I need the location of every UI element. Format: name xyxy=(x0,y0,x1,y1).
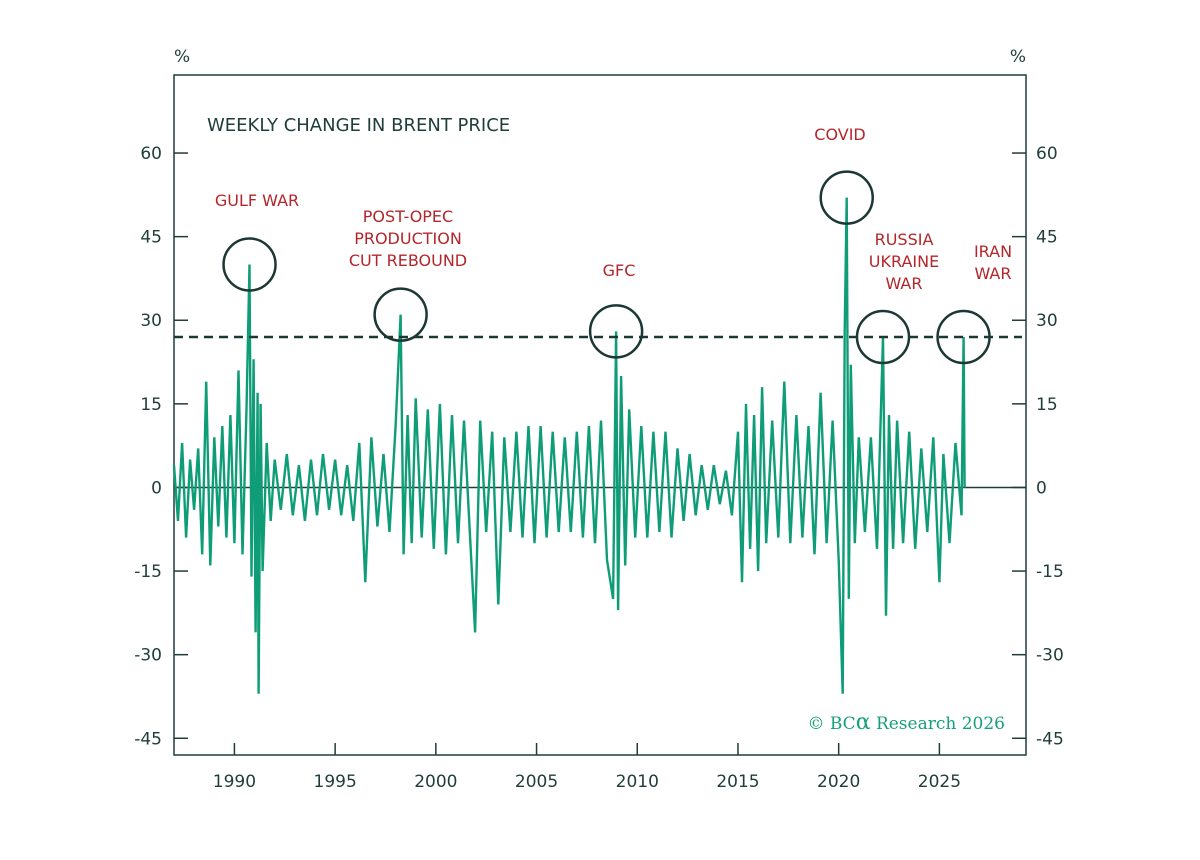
annotation-label-1-2: CUT REBOUND xyxy=(349,251,467,270)
series-group xyxy=(172,197,966,694)
y-tick-label-right--15: -15 xyxy=(1036,562,1064,582)
x-tick-label-2020: 2020 xyxy=(817,772,860,792)
highlight-circle-5 xyxy=(936,309,991,365)
y-tick-label-left-0: 0 xyxy=(151,478,162,498)
y-tick-label-left-45: 45 xyxy=(140,228,162,248)
y-tick-label-right-0: 0 xyxy=(1036,478,1047,498)
annotation-label-2-0: GFC xyxy=(603,261,636,280)
annotation-label-5-1: WAR xyxy=(974,264,1011,283)
y-tick-label-left-60: 60 xyxy=(140,144,162,164)
y-unit-label-right: % xyxy=(1010,47,1026,67)
y-unit-label-left: % xyxy=(174,47,190,67)
annotation-label-3-0: COVID xyxy=(814,125,865,144)
credit-suffix: Research 2026 xyxy=(871,714,1005,734)
series-line-0 xyxy=(172,197,966,694)
x-tick-label-2015: 2015 xyxy=(716,772,759,792)
annotation-label-4-2: WAR xyxy=(885,274,922,293)
x-tick-label-2025: 2025 xyxy=(918,772,961,792)
highlight-circle-0 xyxy=(222,237,277,292)
annotation-label-5-0: IRAN xyxy=(974,242,1012,261)
y-tick-label-left-30: 30 xyxy=(140,311,162,331)
x-tick-label-1995: 1995 xyxy=(314,772,357,792)
y-tick-label-right-45: 45 xyxy=(1036,228,1058,248)
highlight-circle-2 xyxy=(588,304,644,359)
x-tick-label-2010: 2010 xyxy=(616,772,659,792)
highlight-circle-3 xyxy=(819,170,874,225)
annotation-label-1-1: PRODUCTION xyxy=(354,229,462,248)
y-tick-label-left--30: -30 xyxy=(134,646,162,666)
x-tick-label-2005: 2005 xyxy=(515,772,558,792)
credit-alpha: α xyxy=(856,710,871,735)
y-tick-label-right-30: 30 xyxy=(1036,311,1058,331)
x-tick-label-1990: 1990 xyxy=(213,772,256,792)
annotation-label-0-0: GULF WAR xyxy=(215,191,299,210)
credit-label: © BCα Research 2026 xyxy=(807,710,1005,735)
x-tick-label-2000: 2000 xyxy=(414,772,457,792)
plot-frame xyxy=(173,74,1027,756)
y-tick-label-left--15: -15 xyxy=(134,562,162,582)
y-tick-label-left-15: 15 xyxy=(140,395,162,415)
annotation-group: GULF WAR POST-OPEC PRODUCTION CUT REBOUND GF… xyxy=(215,125,1012,365)
credit-prefix: © BC xyxy=(807,714,855,734)
y-tick-label-right-15: 15 xyxy=(1036,395,1058,415)
annotation-label-4-1: UKRAINE xyxy=(869,252,939,271)
annotation-label-1-0: POST-OPEC xyxy=(363,207,453,226)
annotation-label-4-0: RUSSIA xyxy=(875,230,934,249)
y-tick-label-right-60: 60 xyxy=(1036,144,1058,164)
chart-title: WEEKLY CHANGE IN BRENT PRICE xyxy=(207,115,510,136)
highlight-circle-1 xyxy=(373,287,428,342)
y-tick-label-right--30: -30 xyxy=(1036,646,1064,666)
y-tick-label-right--45: -45 xyxy=(1036,729,1064,749)
axis-frame-group: -45 -45 -30 -30 -15 -15 0 0 15 15 30 30 45 45 60 60 1990… xyxy=(134,74,1064,792)
highlight-circle-4 xyxy=(855,309,911,365)
y-tick-label-left--45: -45 xyxy=(134,729,162,749)
